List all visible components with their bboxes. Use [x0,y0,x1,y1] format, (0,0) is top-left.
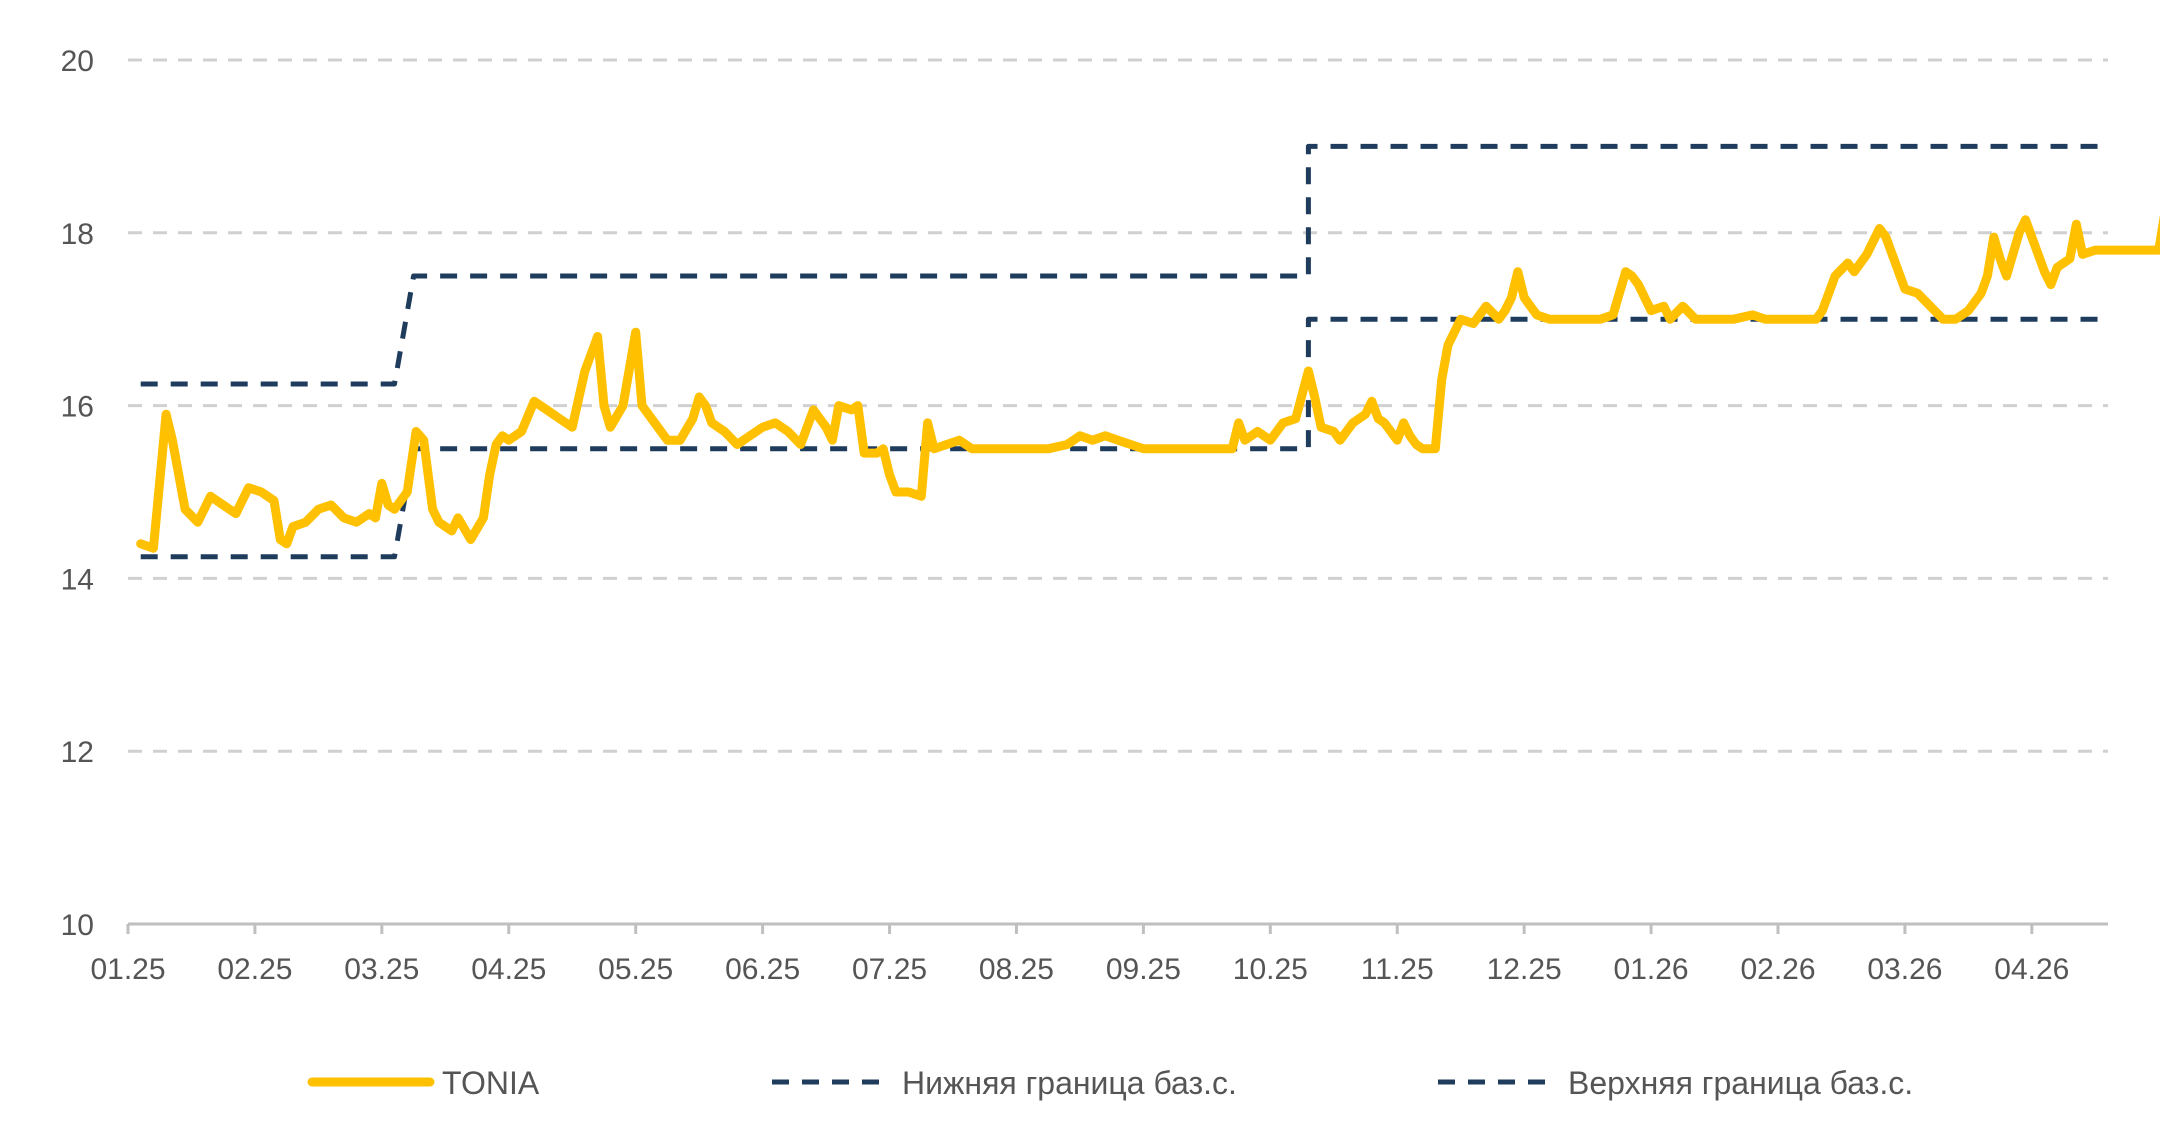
x-tick-label: 02.26 [1740,953,1815,986]
x-tick-label: 10.25 [1233,953,1308,986]
x-tick-label: 03.25 [344,953,419,986]
x-tick-label: 05.25 [598,953,673,986]
legend-item-tonia: TONIA [307,1065,540,1101]
y-tick-label: 14 [61,563,94,596]
y-tick-label: 18 [61,218,94,251]
x-tick-label: 04.26 [1994,953,2069,986]
x-tick-label: 12.25 [1487,953,1562,986]
series-tonia [136,214,2160,553]
x-tick-label: 01.26 [1614,953,1689,986]
x-tick-label: 02.25 [217,953,292,986]
series-upper-bound [140,143,2108,387]
x-tick-label: 03.26 [1867,953,1942,986]
y-tick-label: 20 [61,45,94,78]
legend: TONIA Нижняя граница баз.с. Верхняя гран… [307,1065,1913,1101]
x-axis [126,922,2108,934]
y-tick-label: 16 [61,391,94,424]
x-tick-label: 11.25 [1361,953,1434,986]
x-tick-label: 09.25 [1106,953,1181,986]
legend-label-tonia: TONIA [442,1065,540,1101]
x-tick-label: 08.25 [979,953,1054,986]
y-tick-label: 10 [61,909,94,942]
x-tick-label: 01.25 [90,953,165,986]
x-tick-label: 04.25 [471,953,546,986]
legend-item-upper-bound: Верхняя граница баз.с. [1438,1065,1913,1101]
gridlines [128,58,2108,753]
legend-item-lower-bound: Нижняя граница баз.с. [772,1065,1237,1101]
y-tick-label: 12 [61,736,94,769]
y-axis-labels: 10 12 14 16 18 20 [61,45,94,942]
plot-series [136,143,2160,560]
x-tick-label: 07.25 [852,953,927,986]
legend-label-upper-bound: Верхняя граница баз.с. [1568,1065,1913,1101]
x-axis-labels: 01.25 02.25 03.25 04.25 05.25 06.25 07.25 08.25… [90,953,2069,986]
x-tick-label: 06.25 [725,953,800,986]
legend-label-lower-bound: Нижняя граница баз.с. [902,1065,1237,1101]
